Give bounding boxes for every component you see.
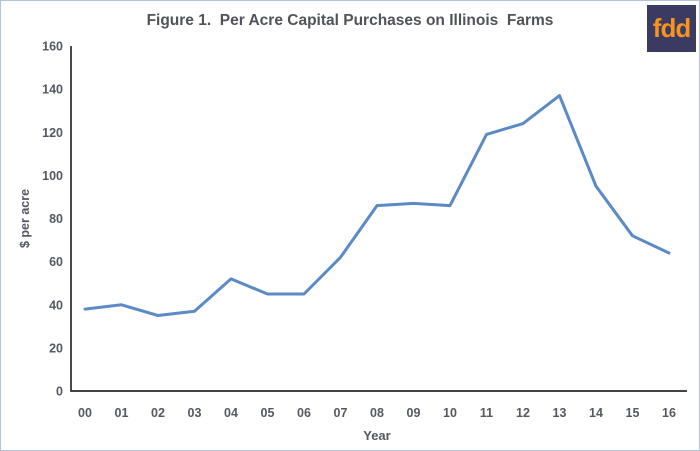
y-axis-tick-label: 140 <box>42 83 63 97</box>
y-axis-tick-label: 160 <box>42 40 63 54</box>
figure-title: Figure 1. Per Acre Capital Purchases on … <box>146 12 554 29</box>
x-axis-tick-label: 16 <box>662 406 676 420</box>
y-axis-tick-label: 80 <box>49 212 63 226</box>
x-axis-tick-label: 09 <box>407 406 421 420</box>
data-line-series <box>83 94 671 317</box>
x-axis-tick-label: 11 <box>480 406 493 420</box>
y-axis-tick-label: 120 <box>42 126 63 140</box>
y-axis-tick-label: 40 <box>49 298 63 312</box>
x-axis-tick-label: 05 <box>261 406 275 420</box>
y-axis-tick-label: 20 <box>49 341 63 355</box>
fdd-logo: fdd <box>647 5 696 52</box>
x-axis-tick-label: 03 <box>188 406 202 420</box>
x-axis-tick-label: 14 <box>589 406 603 420</box>
x-axis-tick-label: 00 <box>78 406 92 420</box>
x-axis-tick-label: 10 <box>443 406 457 420</box>
x-axis-tick-label: 07 <box>334 406 348 420</box>
x-axis-tick-label: 13 <box>553 406 567 420</box>
x-axis-tick-label: 01 <box>115 406 129 420</box>
x-axis-tick-label: 06 <box>297 406 311 420</box>
x-axis-tick-label: 02 <box>151 406 165 420</box>
x-axis-tick-label: 12 <box>516 406 530 420</box>
x-axis-title: Year <box>363 428 390 443</box>
y-axis-title: $ per acre <box>18 189 32 248</box>
y-axis-tick-label: 100 <box>42 169 63 183</box>
y-axis-tick-label: 60 <box>49 255 63 269</box>
x-axis-tick-label: 04 <box>224 406 238 420</box>
x-axis-tick-label: 08 <box>370 406 384 420</box>
axis-lines <box>70 46 687 392</box>
y-axis-tick-label: 0 <box>56 385 63 399</box>
fdd-logo-text: fdd <box>652 12 691 43</box>
x-axis-tick-label: 15 <box>626 406 640 420</box>
